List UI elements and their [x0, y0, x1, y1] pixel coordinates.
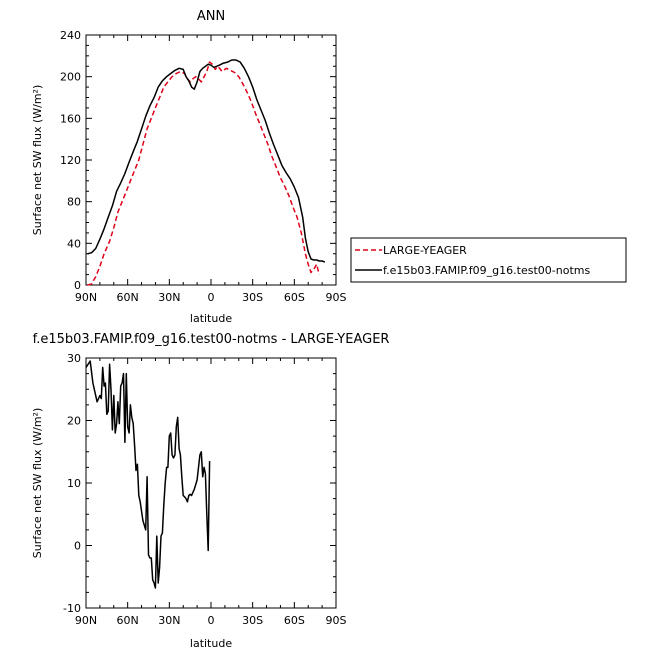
top-series-group	[87, 59, 326, 286]
legend-box	[350, 237, 627, 283]
top-x-axis-label: latitude	[190, 312, 232, 325]
bottom-panel: f.e15b03.FAMIP.f09_g16.test00-notms - LA…	[31, 332, 389, 650]
top-x-axis: 90N 60N 30N 0 30S 60S 90S	[75, 35, 347, 304]
bottom-chart-title: f.e15b03.FAMIP.f09_g16.test00-notms - LA…	[33, 332, 390, 347]
top-y-axis: 0 40 80 120 160 200 240	[60, 29, 336, 292]
x-tick-label: 30N	[158, 291, 180, 304]
x-tick-label: 90S	[326, 291, 347, 304]
y-tick-label: 200	[60, 71, 81, 84]
x-tick-label: 30S	[242, 614, 263, 627]
bottom-y-axis-label: Surface net SW flux (W/m²)	[31, 408, 44, 559]
x-tick-label: 0	[208, 614, 215, 627]
y-tick-label: 20	[67, 415, 81, 428]
x-tick-label: 60S	[284, 291, 305, 304]
y-tick-label: 30	[67, 352, 81, 365]
x-tick-label: 90S	[326, 614, 347, 627]
x-tick-label: 90N	[75, 291, 97, 304]
x-tick-label: 60N	[117, 291, 139, 304]
y-tick-label: 0	[74, 540, 81, 553]
y-tick-label: 40	[67, 237, 81, 250]
bottom-y-axis: -10 0 10 20 30	[63, 352, 336, 615]
bottom-x-axis: 90N 60N 30N 0 30S 60S 90S	[75, 358, 347, 627]
series-line-difference	[85, 360, 211, 589]
top-y-axis-label: Surface net SW flux (W/m²)	[31, 85, 44, 236]
x-tick-label: 60S	[284, 614, 305, 627]
y-tick-label: 0	[74, 279, 81, 292]
bottom-series-group	[85, 360, 211, 589]
y-tick-label: 240	[60, 29, 81, 42]
x-tick-label: 30N	[158, 614, 180, 627]
legend-label-model: f.e15b03.FAMIP.f09_g16.test00-notms	[383, 264, 590, 277]
legend-label-large-yeager: LARGE-YEAGER	[383, 244, 467, 257]
series-line-large-yeager	[87, 61, 321, 286]
y-tick-label: 160	[60, 112, 81, 125]
bottom-x-axis-label: latitude	[190, 637, 232, 650]
x-tick-label: 90N	[75, 614, 97, 627]
x-tick-label: 60N	[117, 614, 139, 627]
legend: LARGE-YEAGER f.e15b03.FAMIP.f09_g16.test…	[350, 237, 627, 283]
top-plot-frame	[85, 34, 337, 286]
top-chart-title: ANN	[197, 9, 225, 24]
x-tick-label: 0	[208, 291, 215, 304]
series-line-f-e15b03-famip-f09-g16-test00-notms	[87, 59, 326, 263]
y-tick-label: 10	[67, 477, 81, 490]
y-tick-label: -10	[63, 602, 81, 615]
y-tick-label: 120	[60, 154, 81, 167]
y-tick-label: 80	[67, 196, 81, 209]
x-tick-label: 30S	[242, 291, 263, 304]
